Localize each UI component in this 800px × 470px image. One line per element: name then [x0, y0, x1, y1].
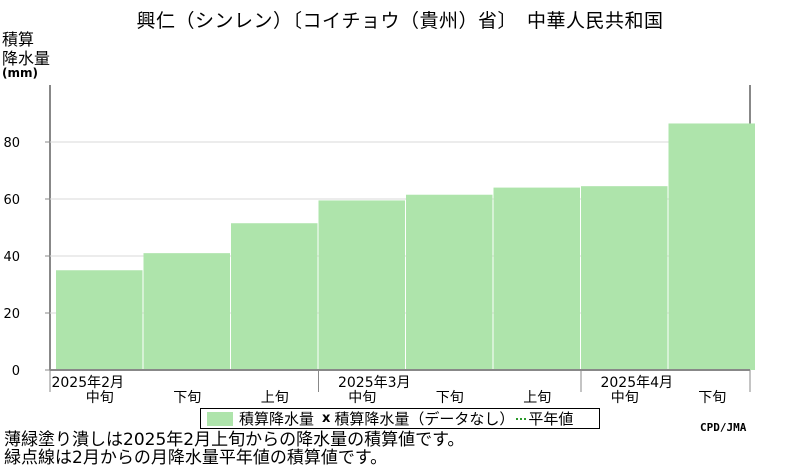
x-tick-label: 中旬: [611, 390, 639, 406]
month-label: 2025年3月: [338, 375, 411, 391]
y-tick-label: 40: [3, 250, 20, 265]
credit-text: CPD/JMA: [700, 421, 747, 434]
legend-marker-symbol: x: [322, 411, 331, 426]
bar: [56, 270, 143, 370]
bar: [318, 200, 405, 370]
legend-normal-line: [516, 417, 527, 420]
legend: 積算降水量 x 積算降水量（データなし） 平年値: [200, 408, 600, 429]
month-label: 2025年4月: [600, 375, 673, 391]
y-tick-label: 60: [3, 193, 20, 208]
x-tick-label: 中旬: [348, 390, 376, 406]
bar: [668, 123, 755, 370]
y-axis-label-line1: 積算: [2, 30, 35, 49]
y-axis-label: 積算 降水量: [2, 30, 62, 68]
y-axis-label-line2: 降水量: [2, 49, 51, 68]
bar: [581, 186, 668, 370]
x-tick-label: 中旬: [86, 390, 114, 406]
x-tick-label: 下旬: [698, 390, 726, 406]
x-tick-label: 上旬: [523, 390, 551, 406]
legend-bar-label: 積算降水量: [239, 410, 315, 428]
bar: [143, 253, 230, 370]
x-tick-label: 下旬: [436, 390, 464, 406]
month-label: 2025年2月: [51, 375, 124, 391]
y-axis-unit: (mm): [2, 66, 38, 80]
bar: [406, 194, 493, 370]
y-tick-label: 80: [3, 136, 20, 151]
y-tick-label: 20: [3, 307, 20, 322]
notes: 薄緑塗り潰しは2025年2月上旬からの降水量の積算値です。 緑点線は2月からの月…: [4, 431, 464, 467]
x-tick-label: 下旬: [173, 390, 201, 406]
legend-bar-swatch: [207, 411, 233, 426]
legend-marker-label: 積算降水量（データなし）: [334, 410, 515, 428]
chart-title: 興仁（シンレン）〔コイチョウ（貴州）省〕 中華人民共和国: [136, 10, 664, 32]
bar: [493, 187, 580, 370]
x-tick-label: 上旬: [261, 390, 289, 406]
y-tick-label: 0: [12, 364, 20, 379]
note-fill-description: 薄緑塗り潰しは2025年2月上旬からの降水量の積算値です。: [4, 430, 465, 450]
legend-normal-label: 平年値: [528, 410, 574, 428]
bar: [231, 223, 318, 370]
note-normal-description: 緑点線は2月からの月降水量平年値の積算値です。: [4, 448, 388, 468]
